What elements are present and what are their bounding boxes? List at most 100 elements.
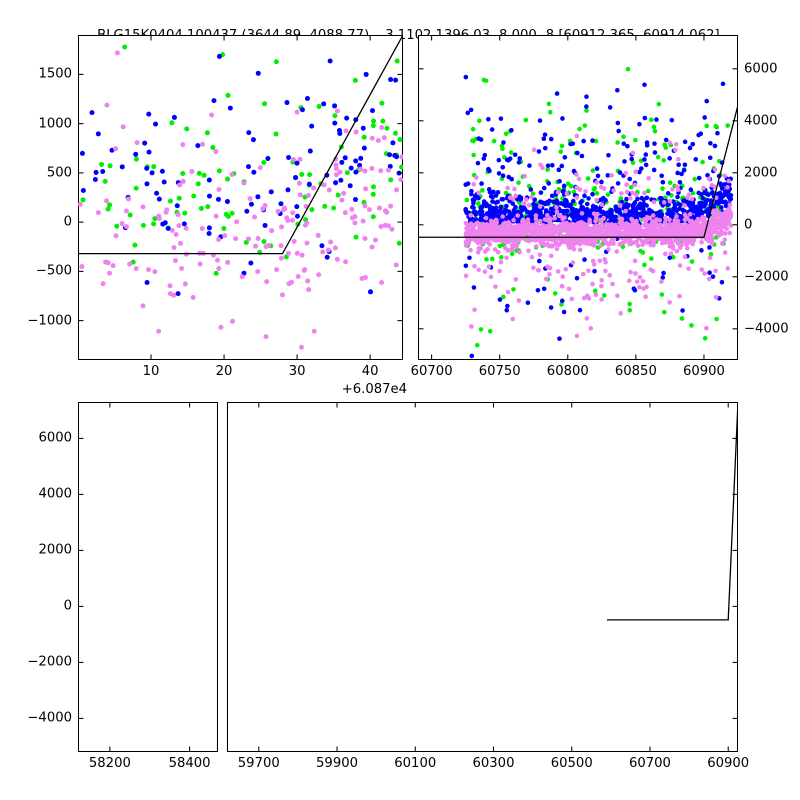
data-point [80,197,86,203]
data-point [571,189,577,195]
data-point [285,250,291,256]
data-point [700,210,705,215]
data-point [352,77,358,83]
data-point [722,173,728,179]
data-point [577,187,583,192]
panel-top-right[interactable]: −4000 −2000 0 2000 4000 6000 60700 60750 60800 60… [411,35,789,378]
data-point [278,243,284,249]
data-point [372,237,378,243]
data-point [644,284,649,290]
data-point [321,182,327,188]
data-point [299,171,305,177]
data-point [353,169,359,175]
data-point [626,202,631,208]
data-point [584,207,590,212]
data-point [630,160,636,165]
data-point [175,212,181,218]
data-point [396,240,402,246]
data-point [211,98,217,104]
data-point [615,87,620,93]
data-point [584,108,589,113]
data-point [132,242,138,248]
data-point [156,328,162,334]
data-point [468,247,473,253]
data-point [725,266,731,271]
data-point [107,202,113,208]
data-point [142,140,148,146]
data-point [699,192,704,197]
data-point [156,215,162,221]
data-point [366,207,372,213]
data-point [624,196,629,202]
data-point [628,196,633,201]
data-point [299,252,305,258]
data-point [470,126,476,132]
data-point [225,92,231,98]
data-point [510,201,516,206]
data-point [104,102,110,108]
data-point [538,241,544,246]
data-point [286,154,292,160]
data-point [584,201,590,207]
data-point [384,125,390,131]
data-point [564,199,569,205]
data-point [509,127,514,133]
data-point [643,294,648,300]
data-point [517,156,523,161]
data-point [628,184,634,190]
data-point [388,77,394,83]
data-point [529,194,534,200]
data-point [599,297,604,302]
data-point [253,243,259,249]
data-point [316,103,322,109]
data-point [527,163,532,168]
data-point [180,142,186,148]
data-point [501,294,506,300]
data-point [582,123,588,128]
data-point [184,126,190,132]
data-point [617,210,623,215]
data-point [537,252,543,257]
data-point [140,303,146,309]
data-point [627,308,633,313]
data-point [677,180,683,185]
data-point [652,128,658,134]
panel-top-left[interactable]: −1000 −500 0 500 1000 1500 10 20 30 40 +6.087e4 [27,35,407,397]
xtick-label: 60900 [682,364,725,379]
data-point [613,204,619,210]
data-point [579,211,585,216]
data-point [210,144,216,150]
panel-top-left-datalayer [78,35,403,350]
data-point [230,318,236,324]
panel-bottom[interactable]: −4000 −2000 0 2000 4000 6000 58200 58400 59700 59… [27,400,749,770]
data-point [294,109,300,115]
data-point [332,120,338,126]
data-point [114,223,120,229]
data-point [140,204,146,210]
data-point [594,166,600,171]
data-point [618,196,624,201]
data-point [529,254,535,260]
data-point [679,214,684,220]
data-point [331,205,337,211]
data-point [201,172,207,178]
data-point [341,190,347,196]
data-point [663,195,668,200]
data-point [152,269,158,275]
data-point [560,209,566,214]
data-point [133,151,139,157]
data-point [637,284,642,290]
data-point [177,182,183,188]
data-point [663,137,669,143]
data-point [209,112,215,118]
data-point [392,152,398,158]
data-point [554,205,559,210]
data-point [248,201,254,207]
data-point [512,152,518,158]
data-point [501,140,506,145]
trend-line [78,35,403,255]
data-point [506,158,511,163]
data-point [665,211,670,216]
data-point [568,202,573,207]
